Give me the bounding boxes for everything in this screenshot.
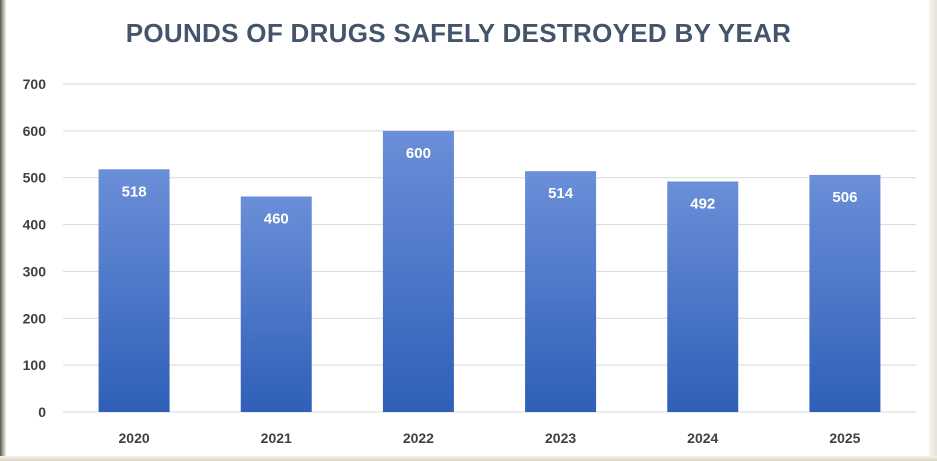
y-tick-label: 400 xyxy=(23,217,47,233)
data-labels: 518 460 600 514 492 506 xyxy=(122,145,858,228)
y-tick-label: 600 xyxy=(23,123,47,139)
bar-2022 xyxy=(382,130,454,412)
data-label: 506 xyxy=(832,189,857,206)
x-tick-label: 2024 xyxy=(687,430,718,446)
y-tick-label: 500 xyxy=(23,170,47,186)
page-edge-left xyxy=(0,0,6,461)
chart-title: POUNDS OF DRUGS SAFELY DESTROYED BY YEAR xyxy=(125,18,792,48)
data-label: 460 xyxy=(264,210,289,227)
data-label: 600 xyxy=(406,145,431,162)
data-label: 518 xyxy=(122,183,147,200)
data-label: 514 xyxy=(548,185,574,202)
x-tick-label: 2020 xyxy=(119,430,150,446)
data-label: 492 xyxy=(690,195,715,212)
y-tick-label: 300 xyxy=(23,263,47,279)
bar-2023 xyxy=(525,171,597,412)
x-axis-ticks: 2020 2021 2022 2023 2024 2025 xyxy=(119,430,861,446)
y-tick-label: 100 xyxy=(23,357,47,373)
page-edge-bottom xyxy=(0,456,937,461)
bar-2020 xyxy=(98,169,170,412)
bar-2024 xyxy=(667,181,739,412)
x-tick-label: 2021 xyxy=(261,430,292,446)
y-tick-label: 200 xyxy=(23,310,47,326)
page-edge-right xyxy=(929,0,937,461)
y-tick-label: 700 xyxy=(23,76,47,92)
x-tick-label: 2023 xyxy=(545,430,576,446)
x-tick-label: 2025 xyxy=(829,430,860,446)
bar-2021 xyxy=(240,196,312,412)
y-axis-ticks: 0 100 200 300 400 500 600 700 xyxy=(23,76,47,420)
gridlines xyxy=(63,83,916,413)
bar-2025 xyxy=(809,174,881,412)
x-tick-label: 2022 xyxy=(403,430,434,446)
y-tick-label: 0 xyxy=(38,404,46,420)
bars xyxy=(98,130,881,412)
